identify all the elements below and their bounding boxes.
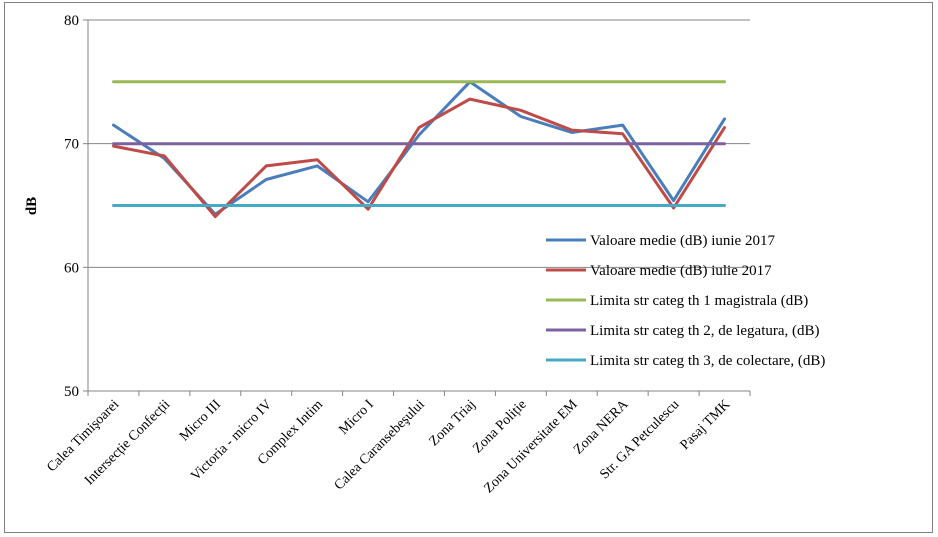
x-tick-label: Zona Universitate EM <box>481 397 581 497</box>
x-tick-label: Micro III <box>177 397 224 444</box>
x-tick-label: Intersecție Confecții <box>82 397 173 488</box>
x-tick-label: Pasaj TMK <box>678 397 734 453</box>
x-tick-label: Calea Caransebeşului <box>332 397 428 493</box>
y-tick-label: 60 <box>64 260 79 276</box>
axes <box>83 19 751 396</box>
legend-label: Limita str categ th 3, de colectare, (dB… <box>590 353 825 369</box>
legend-label: Limita str categ th 2, de legatura, (dB) <box>590 323 820 339</box>
y-tick-label: 70 <box>64 137 79 153</box>
y-axis-label: dB <box>24 197 40 215</box>
y-tick-label: 80 <box>64 13 79 29</box>
y-tick-labels: 50 60 70 80 <box>64 13 79 400</box>
series-line <box>112 80 726 216</box>
legend-label: Valoare medie (dB) iulie 2017 <box>590 263 772 279</box>
x-tick-label: Zona Triaj <box>427 397 479 449</box>
series-lines <box>112 80 726 219</box>
x-tick-label: Micro I <box>336 397 377 438</box>
legend-label: Valoare medie (dB) iunie 2017 <box>590 233 775 249</box>
y-tick-label: 50 <box>64 384 79 400</box>
series-line <box>112 97 726 219</box>
legend-label: Limita str categ th 1 magistrala (dB) <box>590 293 808 309</box>
legend: Valoare medie (dB) iunie 2017 Valoare med… <box>546 233 825 369</box>
